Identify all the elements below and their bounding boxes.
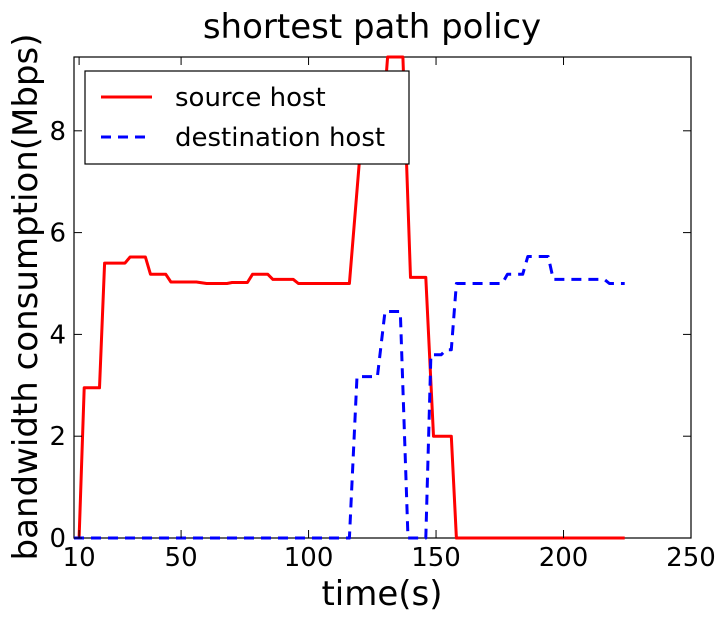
x-tick-label: 250 [666, 543, 716, 573]
x-axis-ticks: 10 50 100 150 200 250 [63, 57, 716, 573]
plot-area: 10 50 100 150 200 250 0 2 4 6 8 [49, 55, 716, 573]
chart-title: shortest path policy [203, 7, 541, 47]
y-tick-label: 4 [49, 320, 66, 350]
series-line-destination-host [74, 255, 625, 540]
y-tick-label: 6 [49, 219, 66, 249]
x-tick-label: 10 [63, 543, 96, 573]
legend-box [84, 70, 410, 165]
y-tick-label: 0 [49, 524, 66, 554]
x-tick-label: 200 [539, 543, 589, 573]
series-line-source-host [74, 55, 625, 540]
x-tick-label: 50 [165, 543, 198, 573]
x-tick-label: 100 [284, 543, 334, 573]
y-axis-title: bandwidth consumption(Mbps) [6, 34, 46, 561]
x-axis-title: time(s) [321, 574, 442, 614]
y-tick-label: 2 [49, 422, 66, 452]
y-tick-label: 8 [49, 117, 66, 147]
legend-label-destination-host: destination host [175, 123, 385, 153]
plot-frame [73, 56, 692, 539]
legend: source host destination host [84, 70, 410, 165]
x-tick-label: 150 [411, 543, 461, 573]
y-axis-ticks: 0 2 4 6 8 [49, 117, 691, 554]
legend-label-source-host: source host [175, 83, 326, 113]
series-layer [74, 55, 625, 540]
